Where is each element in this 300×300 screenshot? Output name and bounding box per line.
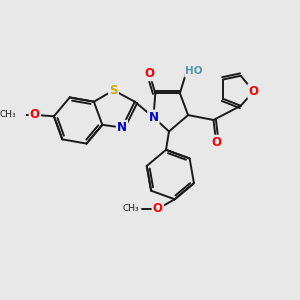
Text: O: O: [153, 202, 163, 215]
Text: N: N: [148, 111, 158, 124]
Text: CH₃: CH₃: [123, 204, 139, 213]
Text: CH₃: CH₃: [0, 110, 16, 119]
Text: HO: HO: [185, 66, 203, 76]
Text: O: O: [211, 136, 221, 149]
Text: O: O: [30, 108, 40, 122]
Text: N: N: [117, 121, 127, 134]
Text: S: S: [109, 84, 118, 97]
Text: O: O: [144, 67, 154, 80]
Text: O: O: [249, 85, 259, 98]
